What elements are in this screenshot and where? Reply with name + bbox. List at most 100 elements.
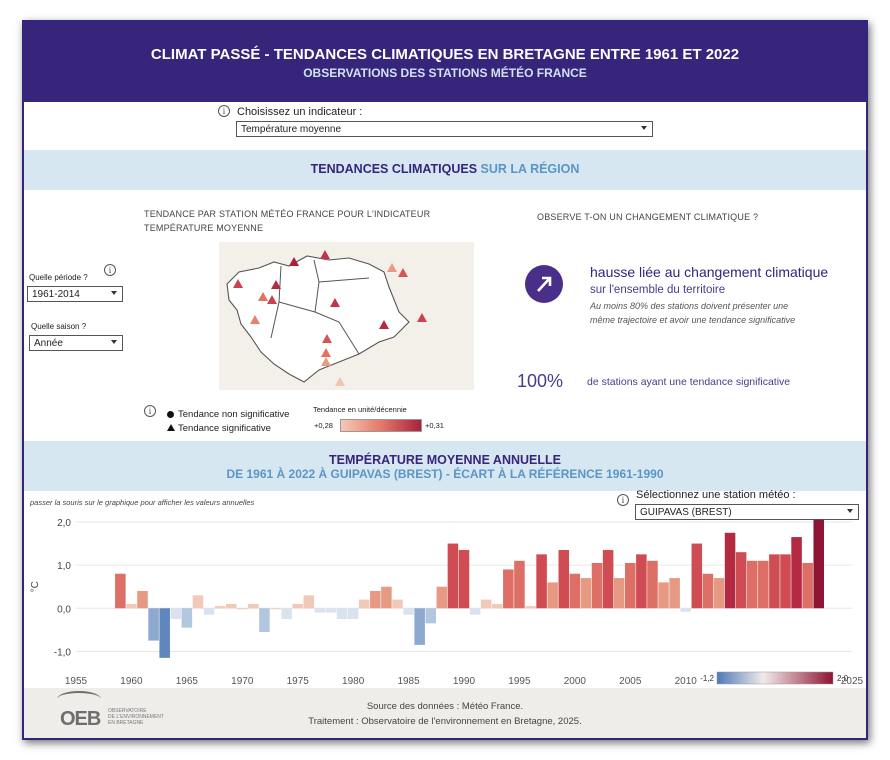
annual-title: TEMPÉRATURE MOYENNE ANNUELLE xyxy=(329,453,561,467)
bar-1973 xyxy=(270,608,281,610)
bar-1968 xyxy=(214,606,226,609)
season-dropdown[interactable]: Année xyxy=(29,335,123,351)
bar-2002 xyxy=(591,562,603,609)
bar-2011 xyxy=(691,543,703,609)
x-tick-label: 1970 xyxy=(231,676,254,687)
station-dropdown[interactable]: GUIPAVAS (BREST) xyxy=(635,504,859,520)
bar-1967 xyxy=(203,608,215,615)
bar-1970 xyxy=(237,608,248,610)
bar-2015 xyxy=(735,552,747,609)
bar-2004 xyxy=(613,578,625,609)
bar-1989 xyxy=(447,543,459,609)
bar-1981 xyxy=(358,599,370,609)
page-title: CLIMAT PASSÉ - TENDANCES CLIMATIQUES EN … xyxy=(150,46,740,63)
bar-1993 xyxy=(491,603,503,609)
bar-1960 xyxy=(126,603,137,609)
change-headline: hausse liée au changement climatique xyxy=(590,264,829,280)
section-band-annual: TEMPÉRATURE MOYENNE ANNUELLE DE 1961 À 2… xyxy=(24,441,866,491)
bar-1999 xyxy=(558,550,570,609)
indicator-value: Température moyenne xyxy=(241,124,342,135)
annual-temperature-chart[interactable]: 2,0 1,0 0,0 -1,0 °C 1955 1960 1965 1970 1975 1980 1… xyxy=(24,512,866,688)
x-tick-label: 2010 xyxy=(675,676,698,687)
scale-title: Tendance en unité/décennie xyxy=(313,405,407,414)
section-band-region: TENDANCES CLIMATIQUES SUR LA RÉGION xyxy=(24,150,866,190)
bar-1969 xyxy=(225,603,237,609)
bar-1984 xyxy=(392,599,403,609)
trend-up-arrow-icon xyxy=(525,265,563,303)
logo-swoosh xyxy=(57,691,101,707)
chevron-down-icon xyxy=(111,291,117,295)
bar-1987 xyxy=(425,608,437,624)
bar-1991 xyxy=(469,608,481,615)
indicator-label: Choisissez un indicateur : xyxy=(237,106,363,118)
section-title-trends: TENDANCES CLIMATIQUES xyxy=(310,162,478,176)
map-title-line1: TENDANCE PAR STATION MÉTÉO FRANCE POUR L… xyxy=(144,209,431,219)
bar-1971 xyxy=(248,603,259,609)
y-tick-label: 0,0 xyxy=(57,604,71,615)
footer-source: Source des données : Météo France. xyxy=(366,701,524,712)
circle-icon xyxy=(167,411,174,418)
x-tick-label: 1960 xyxy=(120,676,143,687)
color-scale-max: 2,0 xyxy=(837,674,849,683)
annual-subtitle: DE 1961 À 2022 À GUIPAVAS (BREST) - ÉCAR… xyxy=(226,467,664,481)
y-tick-label: -1,0 xyxy=(54,647,72,658)
bar-1985 xyxy=(403,608,414,615)
bar-2000 xyxy=(569,573,581,609)
map-title-line2: TEMPÉRATURE MOYENNE xyxy=(144,223,264,233)
chevron-down-icon xyxy=(641,126,647,130)
trend-color-scale xyxy=(340,419,422,432)
bar-1961 xyxy=(137,591,148,609)
station-info-icon[interactable]: i xyxy=(617,494,629,506)
significant-pct: 100% xyxy=(517,371,564,391)
bar-1966 xyxy=(192,595,204,609)
page-subtitle: OBSERVATIONS DES STATIONS MÉTÉO FRANCE xyxy=(303,66,587,80)
bar-1988 xyxy=(436,586,448,609)
bar-1977 xyxy=(314,608,326,613)
bar-1997 xyxy=(536,554,547,609)
header-banner: CLIMAT PASSÉ - TENDANCES CLIMATIQUES EN … xyxy=(24,22,866,102)
anomaly-color-scale xyxy=(716,671,834,685)
bar-1959 xyxy=(115,573,126,609)
period-dropdown[interactable]: 1961-2014 xyxy=(27,286,123,302)
logo-caption: OBSERVATOIRE DE L'ENVIRONNEMENT EN BRETAGN… xyxy=(108,708,164,726)
x-tick-label: 2005 xyxy=(619,676,642,687)
y-tick-label: 1,0 xyxy=(57,561,71,572)
dashboard-frame: CLIMAT PASSÉ - TENDANCES CLIMATIQUES EN … xyxy=(22,20,868,740)
bar-1994 xyxy=(503,569,514,609)
bar-2016 xyxy=(746,560,758,609)
bretagne-map[interactable] xyxy=(219,242,474,390)
period-info-icon[interactable]: i xyxy=(104,264,116,276)
map-info-icon[interactable]: i xyxy=(144,405,156,417)
bar-1990 xyxy=(458,550,470,609)
x-tick-label: 1980 xyxy=(342,676,365,687)
bar-1980 xyxy=(347,608,359,620)
bar-2014 xyxy=(724,532,736,609)
color-scale-min: -1,2 xyxy=(700,674,714,683)
x-tick-label: 1955 xyxy=(65,676,88,687)
change-note-1: Au moins 80% des stations doivent présen… xyxy=(590,301,789,311)
bar-2010 xyxy=(680,608,691,612)
x-tick-label: 2000 xyxy=(564,676,587,687)
bar-1979 xyxy=(336,608,348,620)
bar-1965 xyxy=(181,608,193,628)
indicator-dropdown[interactable]: Température moyenne xyxy=(236,121,653,137)
significant-pct-label: de stations ayant une tendance significa… xyxy=(587,376,791,388)
oeb-logo: OEB xyxy=(60,708,101,730)
y-tick-label: 2,0 xyxy=(57,518,71,529)
indicator-info-icon[interactable]: i xyxy=(218,105,230,117)
bar-2003 xyxy=(602,550,614,609)
season-label: Quelle saison ? xyxy=(31,322,87,331)
bar-2006 xyxy=(636,554,647,609)
bar-2022 xyxy=(813,519,825,609)
station-value: GUIPAVAS (BREST) xyxy=(640,507,732,518)
station-label: Sélectionnez une station météo : xyxy=(636,489,796,501)
bar-1975 xyxy=(292,603,303,609)
bar-1964 xyxy=(170,608,182,620)
bar-2005 xyxy=(625,562,636,609)
scale-max: +0,31 xyxy=(425,421,444,430)
change-sub: sur l'ensemble du territoire xyxy=(590,284,726,296)
scale-min: +0,28 xyxy=(314,421,333,430)
change-note-2: même trajectoire et avoir une tendance s… xyxy=(590,315,796,325)
legend-sig: Tendance significative xyxy=(178,423,271,434)
bar-1983 xyxy=(381,586,392,609)
